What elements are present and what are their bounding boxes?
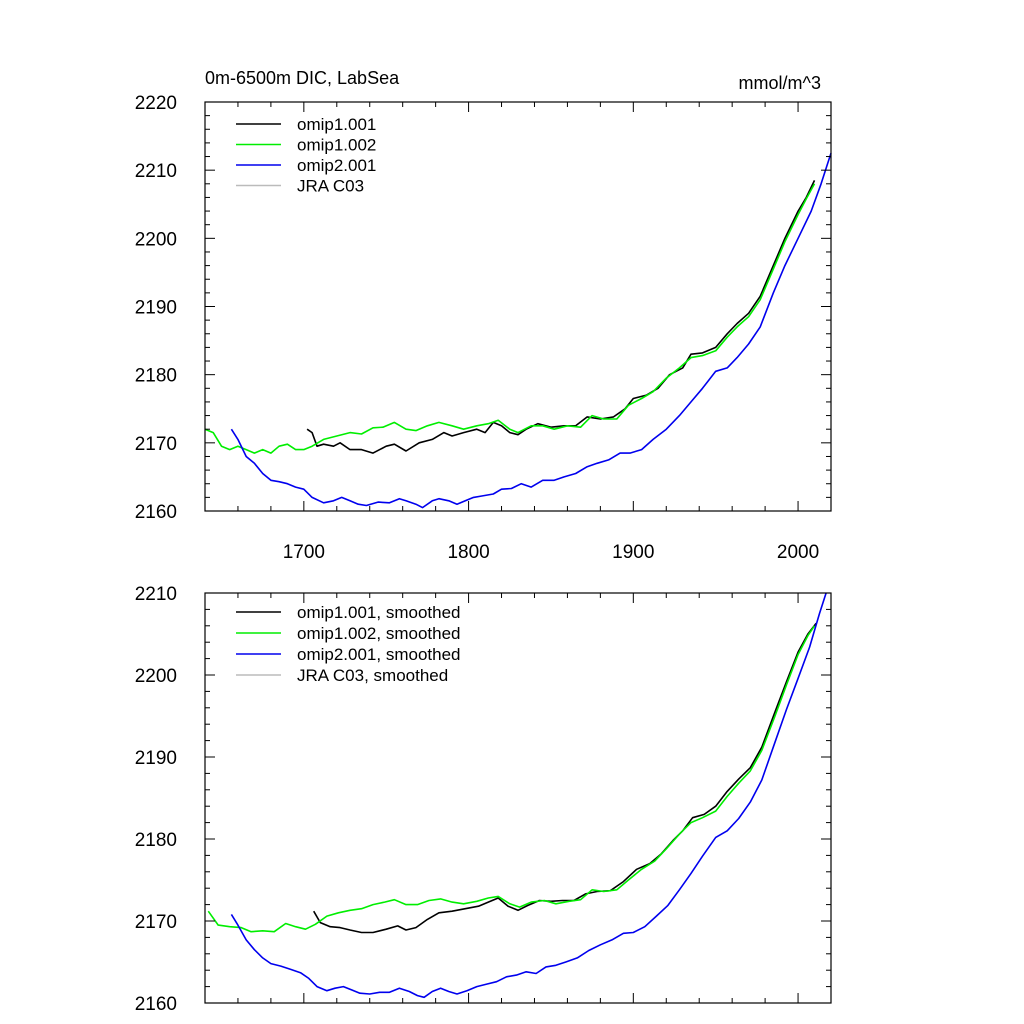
- top-series-line-3: [230, 152, 832, 509]
- top-x-tick-label: 1900: [612, 542, 654, 563]
- top-title-right: mmol/m^3: [739, 73, 821, 93]
- bottom-series-line-2: [207, 625, 816, 933]
- top-x-tick-label: 1700: [283, 542, 325, 563]
- bottom-y-tick-label: 2170: [135, 912, 177, 933]
- bottom-legend-label-1: omip1.001, smoothed: [297, 603, 461, 622]
- bottom-legend-label-2: omip1.002, smoothed: [297, 624, 461, 643]
- top-x-tick-label: 1800: [447, 542, 489, 563]
- bottom-legend-label-3: omip2.001, smoothed: [297, 645, 461, 664]
- top-y-tick-label: 2180: [135, 366, 177, 387]
- top-legend-label-2: omip1.002: [297, 136, 376, 155]
- top-y-tick-label: 2160: [135, 502, 177, 523]
- bottom-plot-frame: [204, 592, 832, 1004]
- top-legend-label-3: omip2.001: [297, 156, 376, 175]
- bottom-y-tick-label: 2210: [135, 584, 177, 605]
- top-y-tick-label: 2210: [135, 161, 177, 182]
- top-y-tick-label: 2190: [135, 298, 177, 319]
- top-y-tick-label: 2220: [135, 93, 177, 114]
- top-series-line-2: [204, 183, 816, 454]
- bottom-panel: 2160 2170 2180 2190 2200 2210 omip1.001, smoot…: [135, 584, 832, 1015]
- bottom-y-tick-label: 2180: [135, 830, 177, 851]
- top-series-line-1: [306, 180, 816, 454]
- bottom-series-line-3: [230, 592, 827, 999]
- top-x-tick-label: 2000: [777, 542, 819, 563]
- top-title-left: 0m-6500m DIC, LabSea: [205, 68, 400, 88]
- top-legend-label-4: JRA C03: [297, 177, 364, 196]
- bottom-series-line-1: [313, 622, 817, 934]
- bottom-y-tick-label: 2190: [135, 748, 177, 769]
- top-legend-label-1: omip1.001: [297, 115, 376, 134]
- top-y-tick-label: 2170: [135, 434, 177, 455]
- bottom-y-tick-label: 2200: [135, 666, 177, 687]
- bottom-legend-label-4: JRA C03, smoothed: [297, 666, 448, 685]
- bottom-y-tick-label: 2160: [135, 994, 177, 1015]
- top-panel: 2160 2170 2180 2190 2200 2210 2220 1700 1800 1900…: [135, 68, 832, 563]
- top-y-tick-label: 2200: [135, 229, 177, 250]
